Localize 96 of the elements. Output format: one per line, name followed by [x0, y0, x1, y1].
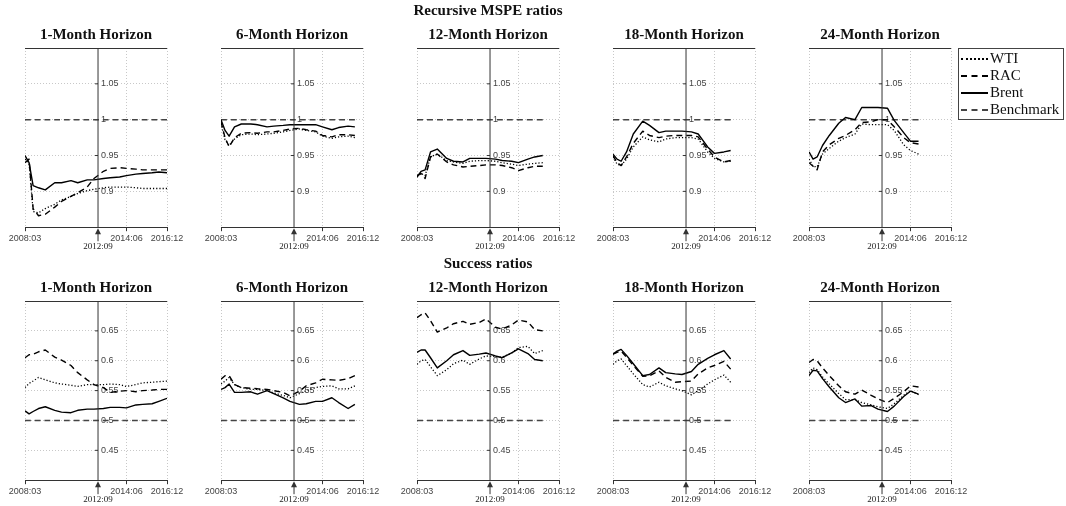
x-tick-label: 2016:12: [150, 233, 184, 244]
x-tick-label: 2014:06: [894, 486, 927, 497]
x-tick-label: 2008:03: [8, 486, 42, 497]
ref-line-label: 2012:09: [475, 241, 506, 252]
ref-line-label: 2012:09: [867, 494, 898, 505]
x-tick-label: 2014:06: [502, 233, 535, 244]
y-tick-label: 0.6: [689, 355, 702, 366]
x-tick-label: 2014:06: [894, 233, 927, 244]
y-tick-label: 1.05: [885, 78, 903, 89]
y-tick-label: 0.5: [297, 414, 310, 425]
chart-title: Recursive MSPE ratios: [413, 2, 563, 19]
chart-subtitle: 12-Month Horizon: [428, 279, 548, 296]
x-tick-label: 2016:12: [150, 486, 184, 497]
x-tick-label: 2014:06: [110, 233, 143, 244]
x-tick-label: 2008:03: [792, 233, 826, 244]
x-tick-label: 2016:12: [346, 486, 380, 497]
chart-title: 18-Month Horizon: [624, 26, 744, 43]
y-tick-label: 1: [493, 114, 499, 125]
legend-label: Benchmark: [990, 101, 1060, 118]
x-tick-label: 2008:03: [792, 486, 826, 497]
y-tick-label: 0.6: [297, 355, 310, 366]
y-tick-label: 1.05: [297, 78, 315, 89]
y-tick-label: 0.55: [885, 385, 903, 396]
y-tick-label: 0.45: [689, 444, 707, 455]
y-tick-label: 0.9: [493, 185, 506, 196]
y-tick-label: 0.55: [493, 385, 511, 396]
ref-line-label: 2012:09: [867, 241, 898, 252]
y-tick-label: 1: [689, 114, 695, 125]
x-tick-label: 2016:12: [542, 233, 576, 244]
legend-label: RAC: [990, 67, 1021, 84]
y-tick-label: 0.65: [297, 325, 315, 336]
y-tick-label: 1.05: [689, 78, 707, 89]
y-tick-label: 0.45: [493, 444, 511, 455]
x-tick-label: 2008:03: [596, 486, 630, 497]
y-tick-label: 0.95: [297, 150, 315, 160]
x-tick-label: 2016:12: [542, 486, 576, 497]
x-tick-label: 2008:03: [8, 233, 42, 244]
x-tick-label: 2016:12: [346, 233, 380, 244]
ref-line-label: 2012:09: [671, 494, 702, 505]
x-tick-label: 2008:03: [204, 233, 238, 244]
y-tick-label: 0.9: [101, 185, 114, 196]
y-tick-label: 0.45: [885, 444, 903, 455]
y-tick-label: 0.5: [101, 414, 114, 425]
x-tick-label: 2008:03: [596, 233, 630, 244]
x-tick-label: 2008:03: [204, 486, 238, 497]
y-tick-label: 1: [297, 114, 303, 125]
chart-title: 24-Month Horizon: [820, 26, 940, 43]
y-tick-label: 0.95: [885, 150, 903, 160]
ref-line-label: 2012:09: [279, 241, 310, 252]
x-tick-label: 2014:06: [698, 233, 731, 244]
y-tick-label: 0.45: [297, 444, 315, 455]
y-tick-label: 0.45: [101, 444, 119, 455]
y-tick-label: 0.95: [689, 150, 707, 160]
x-tick-label: 2014:06: [306, 233, 339, 244]
chart-title: 1-Month Horizon: [39, 26, 153, 43]
y-tick-label: 0.6: [101, 355, 114, 366]
x-tick-label: 2014:06: [502, 486, 535, 497]
y-tick-label: 0.95: [101, 150, 119, 160]
y-tick-label: 0.9: [689, 185, 702, 196]
y-tick-label: 0.5: [689, 414, 702, 425]
legend-label: WTI: [990, 50, 1019, 67]
chart-title: Success ratios: [443, 255, 533, 272]
y-tick-label: 0.65: [689, 325, 707, 336]
x-tick-label: 2016:12: [738, 233, 772, 244]
x-tick-label: 2016:12: [934, 233, 968, 244]
x-tick-label: 2014:06: [698, 486, 731, 497]
y-tick-label: 0.95: [493, 150, 511, 160]
chart-title: 1-Month Horizon: [39, 279, 153, 296]
y-tick-label: 0.9: [297, 185, 310, 196]
x-tick-label: 2008:03: [400, 233, 434, 244]
y-tick-label: 0.55: [689, 385, 707, 396]
y-tick-label: 0.5: [493, 414, 506, 425]
y-tick-label: 1.05: [493, 78, 511, 89]
x-tick-label: 2016:12: [934, 486, 968, 497]
chart-title: 6-Month Horizon: [235, 26, 349, 43]
ref-line-label: 2012:09: [475, 494, 506, 505]
y-tick-label: 0.6: [885, 355, 898, 366]
ref-line-label: 2012:09: [83, 241, 114, 252]
legend-label: Brent: [990, 84, 1024, 101]
chart-title: 6-Month Horizon: [235, 279, 349, 296]
chart-title: 18-Month Horizon: [624, 279, 744, 296]
y-tick-label: 1.05: [101, 78, 119, 89]
y-tick-label: 0.65: [101, 325, 119, 336]
x-tick-label: 2008:03: [400, 486, 434, 497]
x-tick-label: 2014:06: [110, 486, 143, 497]
ref-line-label: 2012:09: [279, 494, 310, 505]
ref-line-label: 2012:09: [671, 241, 702, 252]
y-tick-label: 0.9: [885, 185, 898, 196]
y-tick-label: 0.65: [885, 325, 903, 336]
chart-title: 24-Month Horizon: [820, 279, 940, 296]
ref-line-label: 2012:09: [83, 494, 114, 505]
x-tick-label: 2014:06: [306, 486, 339, 497]
y-tick-label: 1: [885, 114, 891, 125]
x-tick-label: 2016:12: [738, 486, 772, 497]
y-tick-label: 0.6: [493, 355, 506, 366]
chart-subtitle: 12-Month Horizon: [428, 26, 548, 43]
